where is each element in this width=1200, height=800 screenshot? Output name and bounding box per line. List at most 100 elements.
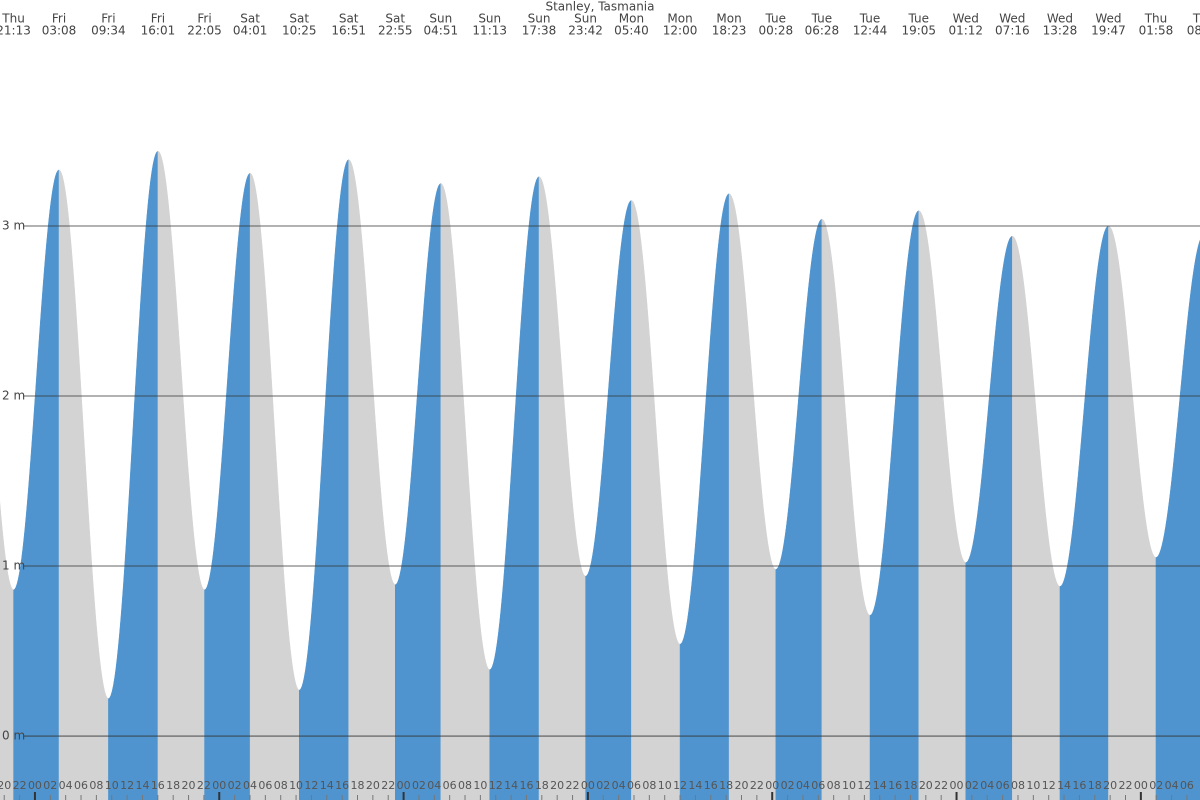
x-tick-label: 02 <box>228 779 242 792</box>
x-tick-label: 00 <box>581 779 595 792</box>
extreme-day: Sun <box>429 12 452 26</box>
extreme-day: Tue <box>811 12 833 26</box>
x-tick-label: 08 <box>458 779 472 792</box>
tide-segment <box>299 159 349 800</box>
tide-segment <box>869 210 920 800</box>
extreme-day: Thu <box>1144 12 1168 26</box>
extreme-time: 21:13 <box>0 24 31 38</box>
tide-segment <box>58 169 109 800</box>
y-tick-label: 2 m <box>2 389 25 403</box>
extreme-time: 17:38 <box>522 24 557 38</box>
x-tick-label: 00 <box>212 779 226 792</box>
extreme-time: 22:55 <box>378 24 413 38</box>
x-tick-label: 22 <box>197 779 211 792</box>
extreme-day: Wed <box>1095 12 1121 26</box>
x-tick-label: 06 <box>258 779 272 792</box>
x-tick-label: 08 <box>642 779 656 792</box>
tide-segment <box>821 218 871 800</box>
x-tick-label: 16 <box>151 779 165 792</box>
x-tick-label: 16 <box>335 779 349 792</box>
x-tick-label: 20 <box>182 779 196 792</box>
extreme-day: Wed <box>1047 12 1073 26</box>
tide-segment <box>348 159 396 800</box>
tide-segment <box>538 176 586 800</box>
tide-segment <box>728 193 777 800</box>
tide-segment <box>489 176 540 800</box>
extreme-day: Wed <box>999 12 1025 26</box>
x-tick-label: 22 <box>934 779 948 792</box>
x-tick-label: 02 <box>1149 779 1163 792</box>
x-tick-label: 06 <box>811 779 825 792</box>
extreme-time: 13:28 <box>1043 24 1078 38</box>
extreme-time: 05:40 <box>614 24 649 38</box>
x-tick-label: 04 <box>243 779 257 792</box>
x-tick-label: 16 <box>704 779 718 792</box>
extreme-day: Thu <box>1192 12 1200 26</box>
tide-segment <box>440 183 490 800</box>
tide-segment <box>965 235 1013 800</box>
extreme-day: Sat <box>339 12 359 26</box>
tide-segment <box>631 200 681 800</box>
x-tick-label: 06 <box>996 779 1010 792</box>
x-tick-label: 12 <box>304 779 318 792</box>
extreme-day: Sat <box>240 12 260 26</box>
extreme-day: Sat <box>289 12 309 26</box>
extreme-day: Sun <box>478 12 501 26</box>
y-tick-label: 0 m <box>2 729 25 743</box>
extreme-day: Thu <box>1 12 25 26</box>
tide-segment <box>775 218 823 800</box>
extreme-time: 16:01 <box>141 24 176 38</box>
extreme-day: Tue <box>765 12 787 26</box>
extreme-time: 12:44 <box>853 24 888 38</box>
x-tick-label: 22 <box>566 779 580 792</box>
x-tick-label: 06 <box>74 779 88 792</box>
x-tick-label: 20 <box>735 779 749 792</box>
x-tick-label: 12 <box>489 779 503 792</box>
extreme-day: Mon <box>716 12 741 26</box>
x-tick-label: 02 <box>596 779 610 792</box>
x-tick-label: 06 <box>627 779 641 792</box>
x-tick-label: 00 <box>950 779 964 792</box>
x-tick-label: 14 <box>1057 779 1071 792</box>
x-tick-label: 16 <box>888 779 902 792</box>
tide-segment <box>1108 225 1157 800</box>
tide-segment <box>1059 225 1109 800</box>
x-tick-label: 18 <box>1088 779 1102 792</box>
tide-segment <box>1012 235 1061 800</box>
extreme-time: 00:28 <box>759 24 794 38</box>
extreme-time: 07:16 <box>995 24 1030 38</box>
tide-segment <box>249 172 300 800</box>
x-tick-label: 14 <box>135 779 149 792</box>
x-tick-label: 04 <box>612 779 626 792</box>
x-tick-label: 10 <box>658 779 672 792</box>
x-tick-label: 18 <box>166 779 180 792</box>
extreme-time: 10:25 <box>282 24 317 38</box>
extreme-time: 01:58 <box>1139 24 1174 38</box>
chart-title: Stanley, Tasmania <box>545 0 654 14</box>
x-tick-label: 20 <box>919 779 933 792</box>
extreme-time: 03:08 <box>42 24 77 38</box>
x-tick-label: 02 <box>43 779 57 792</box>
extreme-day: Tue <box>908 12 930 26</box>
x-tick-label: 22 <box>750 779 764 792</box>
x-tick-label: 08 <box>89 779 103 792</box>
x-tick-label: 18 <box>351 779 365 792</box>
extreme-time: 06:28 <box>805 24 840 38</box>
x-tick-label: 14 <box>688 779 702 792</box>
extreme-day: Mon <box>619 12 644 26</box>
x-tick-label: 00 <box>1134 779 1148 792</box>
tide-segment <box>395 183 442 800</box>
x-tick-label: 22 <box>381 779 395 792</box>
extreme-time: 22:05 <box>187 24 222 38</box>
x-tick-label: 10 <box>289 779 303 792</box>
y-tick-label: 3 m <box>2 218 25 232</box>
x-tick-label: 20 <box>550 779 564 792</box>
x-tick-label: 04 <box>1165 779 1179 792</box>
extreme-day: Sun <box>528 12 551 26</box>
extreme-time: 01:12 <box>948 24 983 38</box>
x-tick-label: 10 <box>105 779 119 792</box>
x-tick-label: 02 <box>412 779 426 792</box>
x-tick-label: 04 <box>980 779 994 792</box>
x-tick-label: 10 <box>1026 779 1040 792</box>
